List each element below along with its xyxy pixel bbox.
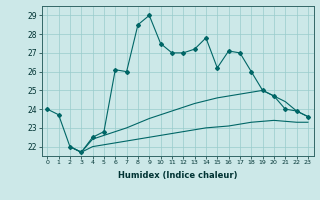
X-axis label: Humidex (Indice chaleur): Humidex (Indice chaleur) <box>118 171 237 180</box>
